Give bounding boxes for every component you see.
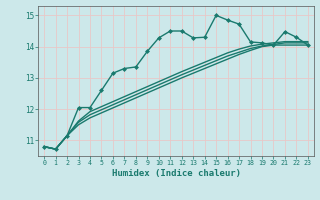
X-axis label: Humidex (Indice chaleur): Humidex (Indice chaleur) — [111, 169, 241, 178]
